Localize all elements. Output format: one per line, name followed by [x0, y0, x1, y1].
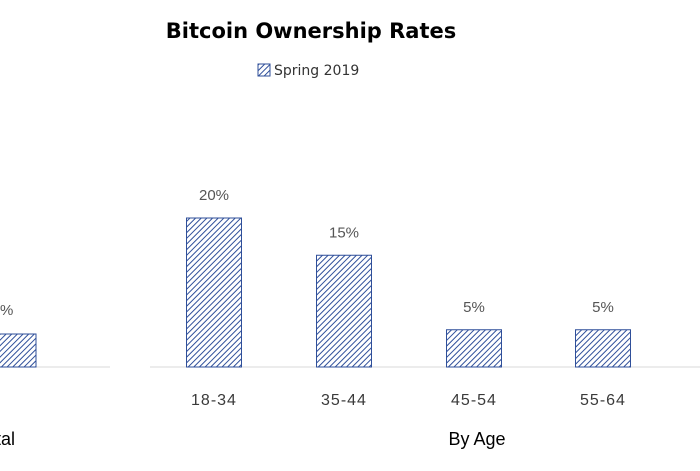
- bar-total: [0, 333, 37, 368]
- bar-35-44: [316, 254, 372, 368]
- data-label-35-44: 15%: [329, 224, 359, 241]
- group-label-total: tal: [0, 429, 15, 449]
- bars: [0, 217, 631, 368]
- x-tick-18-34: 18-34: [191, 392, 237, 409]
- group-label-by-age: By Age: [448, 429, 505, 449]
- x-tick-55-64: 55-64: [580, 392, 626, 409]
- legend-label: Spring 2019: [274, 63, 359, 79]
- legend-swatch: [257, 63, 271, 77]
- data-label-55-64: 5%: [592, 299, 614, 316]
- x-tick-labels: 18-34 35-44 45-54 55-64: [191, 392, 626, 409]
- data-labels: % 20% 15% 5% 5%: [0, 187, 614, 319]
- legend: Spring 2019: [257, 63, 359, 79]
- bar-45-54: [446, 329, 502, 368]
- data-label-45-54: 5%: [463, 299, 485, 316]
- data-label-18-34: 20%: [199, 187, 229, 204]
- chart-title: Bitcoin Ownership Rates: [166, 19, 457, 43]
- data-label-total: %: [0, 302, 13, 319]
- x-tick-45-54: 45-54: [451, 392, 497, 409]
- bar-55-64: [575, 329, 631, 368]
- x-tick-35-44: 35-44: [321, 392, 367, 409]
- bar-18-34: [186, 217, 242, 368]
